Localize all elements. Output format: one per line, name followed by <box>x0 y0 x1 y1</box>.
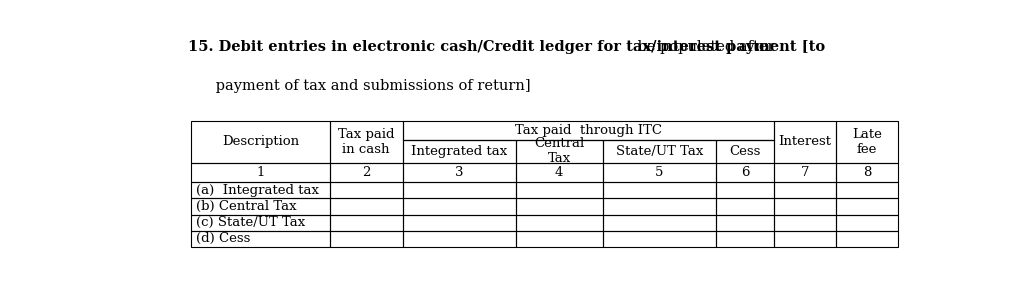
Text: Central
Tax: Central Tax <box>535 137 585 165</box>
Text: Description: Description <box>222 135 299 148</box>
Bar <box>836 163 898 182</box>
Bar <box>515 182 603 199</box>
Bar <box>836 199 898 215</box>
Bar <box>330 199 402 215</box>
Text: State/UT Tax: State/UT Tax <box>615 145 703 158</box>
Text: 4: 4 <box>555 166 563 179</box>
Bar <box>603 231 716 247</box>
Text: 5: 5 <box>655 166 664 179</box>
Bar <box>402 231 515 247</box>
Text: 2: 2 <box>362 166 371 179</box>
Bar <box>191 182 330 199</box>
Text: (d) Cess: (d) Cess <box>197 232 251 245</box>
Text: (b) Central Tax: (b) Central Tax <box>197 200 297 213</box>
Text: be populated after: be populated after <box>633 40 774 54</box>
Bar <box>774 121 836 163</box>
Bar <box>716 231 774 247</box>
Bar <box>515 163 603 182</box>
Bar <box>774 182 836 199</box>
Bar <box>191 163 330 182</box>
Bar <box>774 231 836 247</box>
Bar <box>716 182 774 199</box>
Text: (a)  Integrated tax: (a) Integrated tax <box>197 184 319 197</box>
Text: 8: 8 <box>862 166 871 179</box>
Bar <box>330 231 402 247</box>
Text: 15. Debit entries in electronic cash/Credit ledger for tax/interest payment [to: 15. Debit entries in electronic cash/Cre… <box>187 40 824 54</box>
Bar <box>774 215 836 231</box>
Text: 6: 6 <box>740 166 750 179</box>
Bar <box>603 215 716 231</box>
Bar <box>515 231 603 247</box>
Bar <box>774 199 836 215</box>
Text: Cess: Cess <box>729 145 761 158</box>
Bar <box>402 121 774 140</box>
Bar <box>836 215 898 231</box>
Bar <box>191 215 330 231</box>
Bar <box>191 199 330 215</box>
Text: Late
fee: Late fee <box>852 128 882 156</box>
Bar <box>402 199 515 215</box>
Bar <box>603 140 716 163</box>
Bar <box>515 215 603 231</box>
Bar <box>402 140 515 163</box>
Text: 3: 3 <box>455 166 463 179</box>
Bar <box>836 231 898 247</box>
Bar <box>716 163 774 182</box>
Bar <box>191 231 330 247</box>
Bar <box>603 199 716 215</box>
Bar <box>402 182 515 199</box>
Bar <box>716 140 774 163</box>
Bar <box>191 121 330 163</box>
Text: payment of tax and submissions of return]: payment of tax and submissions of return… <box>187 80 530 93</box>
Bar <box>330 121 402 163</box>
Bar <box>330 182 402 199</box>
Text: (c) State/UT Tax: (c) State/UT Tax <box>197 216 305 229</box>
Bar <box>603 182 716 199</box>
Bar <box>716 215 774 231</box>
Bar <box>402 163 515 182</box>
Bar <box>836 121 898 163</box>
Text: Tax paid
in cash: Tax paid in cash <box>338 128 394 156</box>
Text: 1: 1 <box>256 166 265 179</box>
Bar <box>603 163 716 182</box>
Bar <box>774 163 836 182</box>
Bar <box>515 199 603 215</box>
Bar <box>330 215 402 231</box>
Bar <box>515 140 603 163</box>
Bar <box>836 182 898 199</box>
Text: 7: 7 <box>801 166 809 179</box>
Bar <box>402 215 515 231</box>
Text: Tax paid  through ITC: Tax paid through ITC <box>515 124 662 137</box>
Bar <box>330 163 402 182</box>
Text: Integrated tax: Integrated tax <box>411 145 507 158</box>
Text: Interest: Interest <box>778 135 831 148</box>
Bar <box>716 199 774 215</box>
